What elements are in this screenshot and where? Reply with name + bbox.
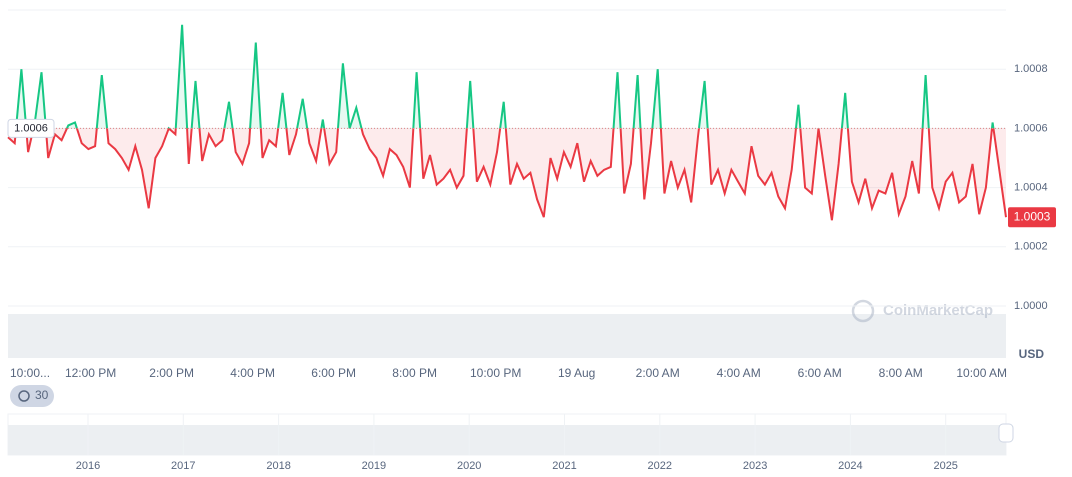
line-down: [7, 128, 1007, 221]
x-tick-label: 10:00 AM: [956, 366, 1007, 380]
x-tick-label: 6:00 AM: [798, 366, 842, 380]
x-tick-label: 4:00 AM: [717, 366, 761, 380]
x-tick-label: 19 Aug: [558, 366, 595, 380]
price-label-box: [1008, 207, 1056, 228]
navigator-year: 2021: [552, 460, 576, 472]
price-label: 1.0003: [1014, 209, 1051, 223]
watermark-text: CoinMarketCap: [883, 302, 993, 319]
x-tick-label: 2:00 AM: [636, 366, 680, 380]
y-tick-label: 1.0004: [1014, 182, 1048, 194]
x-tick-label: 2:00 PM: [149, 366, 194, 380]
navigator-year: 2024: [838, 460, 862, 472]
currency-label: USD: [1019, 347, 1045, 361]
navigator-year: 2018: [266, 460, 290, 472]
navigator-year: 2017: [171, 460, 195, 472]
interval-badge[interactable]: 30: [10, 385, 54, 407]
x-tick-label: 4:00 PM: [230, 366, 275, 380]
navigator-year: 2020: [457, 460, 481, 472]
x-tick-label: 8:00 PM: [392, 366, 437, 380]
volume-strip: [8, 314, 1006, 358]
y-tick-label: 1.0008: [1014, 63, 1048, 75]
y-tick-label: 1.0006: [1014, 122, 1048, 134]
navigator-year: 2022: [648, 460, 672, 472]
navigator-year: 2016: [76, 460, 100, 472]
navigator-handle[interactable]: [998, 423, 1014, 443]
y-tick-label: 1.0002: [1014, 241, 1048, 253]
navigator-year: 2025: [933, 460, 957, 472]
navigator-area: [8, 425, 1006, 455]
y-tick-label: 1.0000: [1014, 300, 1048, 312]
interval-text: 30: [35, 388, 49, 402]
area-down: [8, 128, 1006, 221]
x-tick-label: 8:00 AM: [879, 366, 923, 380]
x-tick-label: 10:00 PM: [470, 366, 521, 380]
baseline-label: 1.0006: [14, 122, 48, 134]
x-tick-label: 12:00 PM: [65, 366, 116, 380]
navigator-year: 2019: [362, 460, 386, 472]
baseline-label-box: [7, 118, 55, 138]
x-tick-label: 10:00...: [10, 366, 50, 380]
x-tick-label: 6:00 PM: [311, 366, 356, 380]
navigator-year: 2023: [743, 460, 767, 472]
